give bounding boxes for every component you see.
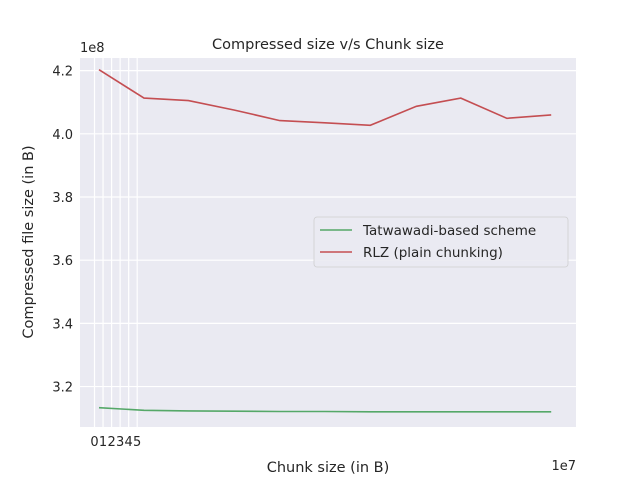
y-tick-label: 4.0: [52, 128, 73, 143]
x-tick-label: 0: [90, 435, 98, 450]
grid: [80, 58, 576, 427]
series-layer: [98, 69, 552, 413]
series-line-tatwawadi: [98, 406, 552, 413]
x-tick-label: 1: [99, 435, 107, 450]
y-tick-label: 3.8: [52, 191, 73, 206]
series-line-rlz: [98, 69, 552, 127]
legend: Tatwawadi-based scheme RLZ (plain chunki…: [313, 216, 569, 268]
x-tick-label: 4: [125, 435, 133, 450]
y-offset-label: 1e8: [80, 41, 105, 56]
x-axis-label: Chunk size (in B): [267, 460, 390, 476]
x-tick-label: 5: [133, 435, 141, 450]
y-axis-label: Compressed file size (in B): [21, 145, 37, 338]
legend-label-rlz: RLZ (plain chunking): [363, 245, 503, 261]
legend-label-tatwawadi: Tatwawadi-based scheme: [362, 223, 536, 239]
x-tick-label: 3: [116, 435, 124, 450]
y-tick-label: 4.2: [52, 65, 73, 80]
x-tick-label: 2: [107, 435, 115, 450]
chart-title: Compressed size v/s Chunk size: [212, 37, 444, 53]
tick-labels: 0 1 2 3 4 5 3.2 3.4 3.6 3.8 4.0 4.2: [52, 65, 141, 450]
x-offset-label: 1e7: [551, 459, 576, 474]
y-tick-label: 3.6: [52, 254, 73, 269]
y-tick-label: 3.4: [52, 317, 73, 332]
y-tick-label: 3.2: [52, 381, 73, 396]
legend-box: [313, 216, 569, 268]
